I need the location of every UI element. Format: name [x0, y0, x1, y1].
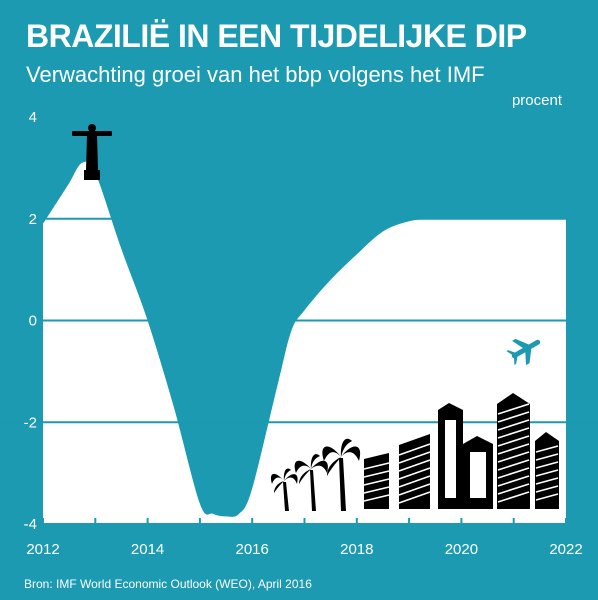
chart-title: BRAZILIË IN EEN TIJDELIJKE DIP [26, 18, 527, 54]
airplane-icon [506, 338, 541, 366]
christ-the-redeemer-icon [72, 124, 112, 180]
y-tick-label: 4 [29, 109, 37, 126]
x-tick-label: 2016 [236, 541, 269, 558]
source-note: Bron: IMF World Economic Outlook (WEO), … [24, 577, 312, 591]
x-tick-label: 2018 [340, 541, 373, 558]
x-tick-label: 2012 [26, 541, 59, 558]
chart-subtitle: Verwachting groei van het bbp volgens he… [26, 62, 485, 87]
skyline-icon [363, 393, 559, 509]
x-tick-label: 2020 [445, 541, 478, 558]
x-tick-label: 2022 [549, 541, 582, 558]
palm-tree-icon [270, 438, 361, 511]
unit-label: procent [511, 92, 562, 109]
y-tick-label: -2 [24, 414, 37, 431]
growth-area [43, 161, 566, 524]
y-tick-label: 2 [29, 211, 37, 228]
y-tick-label: -4 [24, 516, 37, 533]
x-tick-label: 2014 [131, 541, 164, 558]
y-tick-label: 0 [29, 313, 37, 330]
